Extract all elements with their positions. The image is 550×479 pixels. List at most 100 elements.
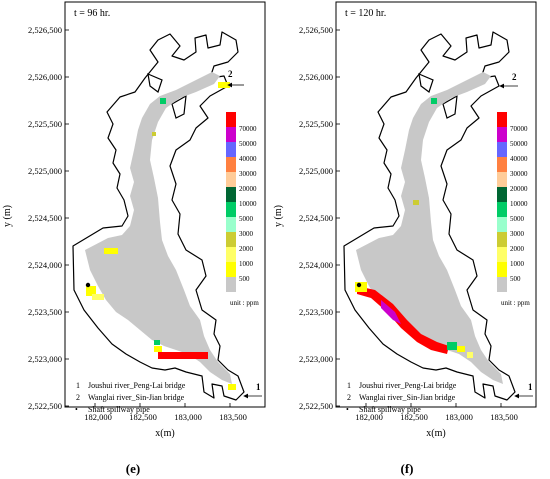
y-tick-label: 2,524,500 [299, 213, 333, 223]
scale-label: 2000 [239, 245, 254, 253]
note-symbol: 1 [76, 381, 80, 390]
scale-label: 1000 [510, 260, 525, 268]
color-scale: 70000 50000 40000 30000 20000 10000 5000… [226, 112, 259, 307]
y-tick-label: 2,523,000 [28, 354, 62, 364]
plume-cell [355, 282, 367, 292]
color-swatch [226, 187, 236, 202]
x-tick-label: 183,000 [174, 412, 202, 422]
plume-cell [92, 294, 104, 300]
marker-label: 2 [512, 72, 517, 82]
reservoir-map [343, 31, 516, 401]
plume-band [381, 300, 401, 324]
color-swatch [497, 172, 507, 187]
note-text: Shaft spillway pipe [88, 405, 150, 414]
time-label: t = 96 hr. [74, 8, 110, 19]
scale-label: 40000 [239, 155, 257, 163]
note-text: Joushui river_Peng-Lai bridge [88, 381, 186, 390]
legend-notes: 1 Joushui river_Peng-Lai bridge 2 Wangla… [75, 381, 186, 414]
plume-cell [431, 98, 437, 104]
scale-label: 70000 [510, 125, 528, 133]
x-axis-label: x(m) [155, 428, 174, 439]
x-tick-label: 183,500 [219, 412, 247, 422]
color-swatch [497, 262, 507, 277]
color-swatch [497, 202, 507, 217]
scale-label: 20000 [510, 185, 528, 193]
time-label: t = 120 hr. [345, 8, 386, 19]
plume-cell [228, 384, 236, 390]
reservoir-map [72, 31, 245, 401]
y-tick-label: 2,526,000 [28, 72, 62, 82]
y-tick-label: 2,523,500 [299, 307, 333, 317]
color-swatch [497, 112, 507, 127]
plume-cell [86, 286, 96, 296]
color-scale: 70000 50000 40000 30000 20000 10000 5000… [497, 112, 530, 307]
y-axis-label: y (m) [273, 205, 284, 227]
y-tick-label: 2,525,500 [299, 119, 333, 129]
x-tick-label: 183,000 [445, 412, 473, 422]
y-tick-label: 2,526,500 [299, 25, 333, 35]
panel-e: t = 96 hr. 2,526,500 2,526,000 2,525,500… [2, 1, 266, 476]
scale-label: 500 [510, 275, 521, 283]
color-swatch [226, 127, 236, 142]
x-tick-label: 182,000 [355, 412, 383, 422]
location-marker-1: 1 [514, 382, 533, 399]
y-tick-label: 2,524,000 [28, 260, 62, 270]
plot-frame [335, 1, 537, 408]
scale-label: 5000 [510, 215, 525, 223]
scale-label: 30000 [510, 170, 528, 178]
x-tick-label: 182,500 [400, 412, 428, 422]
color-swatch [226, 172, 236, 187]
y-tick-label: 2,525,000 [299, 166, 333, 176]
x-tick-label: 182,500 [129, 412, 157, 422]
panel-caption: (f) [401, 461, 414, 476]
scale-label: 2000 [510, 245, 525, 253]
color-swatch [226, 157, 236, 172]
water-body [85, 72, 232, 384]
note-symbol: • [346, 405, 349, 414]
plume-cell [158, 352, 208, 359]
unit-label: unit : ppm [501, 299, 530, 307]
scale-label: 50000 [510, 140, 528, 148]
x-tick-labels: 182,000 182,500 183,000 183,500 [84, 412, 247, 422]
scale-label: 10000 [510, 200, 528, 208]
plume-cell [154, 346, 162, 352]
y-axis-label: y (m) [2, 205, 13, 227]
color-swatch [226, 202, 236, 217]
scale-label: 40000 [510, 155, 528, 163]
color-swatch [497, 277, 507, 292]
plume-cell [413, 200, 419, 205]
marker-label: 2 [228, 69, 233, 79]
marker-label: 1 [528, 382, 533, 392]
note-text: Wanglai river_Sin-Jian bridge [359, 393, 456, 402]
x-axis-label: x(m) [426, 428, 445, 439]
x-tick-label: 183,500 [490, 412, 518, 422]
y-tick-labels: 2,526,500 2,526,000 2,525,500 2,525,000 … [299, 25, 333, 411]
y-tick-label: 2,524,500 [28, 213, 62, 223]
plume-cell [154, 340, 160, 345]
location-marker-2: 2 [227, 69, 244, 88]
color-swatch [497, 157, 507, 172]
plume-cell [447, 342, 457, 350]
color-swatch [226, 217, 236, 232]
color-scale-labels: 70000 50000 40000 30000 20000 10000 5000… [510, 125, 528, 283]
plume-cell [152, 132, 156, 136]
plume-band [357, 286, 449, 354]
color-swatch [497, 127, 507, 142]
unit-label: unit : ppm [230, 299, 259, 307]
plot-frame [64, 1, 266, 408]
note-text: Wanglai river_Sin-Jian bridge [88, 393, 185, 402]
scale-label: 5000 [239, 215, 254, 223]
x-tick-labels: 182,000 182,500 183,000 183,500 [355, 412, 518, 422]
x-tick-marks [365, 403, 502, 407]
color-swatch [226, 142, 236, 157]
y-tick-label: 2,524,000 [299, 260, 333, 270]
y-tick-label: 2,525,000 [28, 166, 62, 176]
scale-label: 3000 [239, 230, 254, 238]
color-swatch [497, 247, 507, 262]
x-tick-marks [94, 403, 231, 407]
note-symbol: • [75, 405, 78, 414]
color-swatch [497, 142, 507, 157]
y-tick-label: 2,526,000 [299, 72, 333, 82]
shaft-spillway-pipe [85, 282, 91, 288]
note-symbol: 1 [347, 381, 351, 390]
